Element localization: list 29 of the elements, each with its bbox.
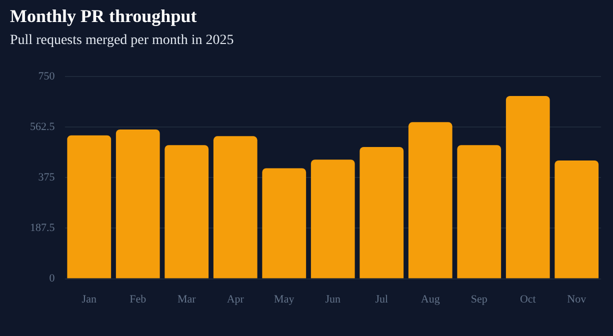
x-tick-label: Oct (520, 293, 536, 306)
bar (457, 145, 502, 278)
chart-title: Monthly PR throughput (10, 6, 197, 27)
bar (310, 160, 355, 278)
chart-subtitle: Pull requests merged per month in 2025 (10, 33, 234, 49)
y-tick-label: 375 (38, 172, 56, 184)
x-tick-label: Sep (470, 293, 488, 306)
x-tick-label: Apr (226, 293, 244, 306)
bar (554, 160, 599, 278)
bar (213, 136, 258, 278)
y-tick-label: 562.5 (30, 121, 56, 134)
bar (408, 122, 452, 278)
y-tick-label: 187.5 (30, 222, 56, 234)
y-tick-label: 0 (49, 272, 56, 285)
y-tick-label: 750 (38, 70, 56, 82)
bar (360, 146, 404, 278)
x-tick-label: Mar (177, 293, 196, 306)
x-tick-label: Nov (567, 293, 587, 306)
x-tick-label: Jan (82, 293, 97, 306)
x-tick-label: May (274, 293, 295, 306)
bar (116, 129, 160, 278)
x-tick-label: Jul (375, 293, 388, 306)
bar (262, 168, 306, 278)
x-tick-label: Jun (325, 293, 342, 306)
x-tick-label: Aug (420, 293, 440, 306)
bar (506, 96, 550, 278)
bar (164, 145, 209, 278)
x-tick-label: Feb (130, 293, 147, 306)
bar (67, 135, 112, 278)
